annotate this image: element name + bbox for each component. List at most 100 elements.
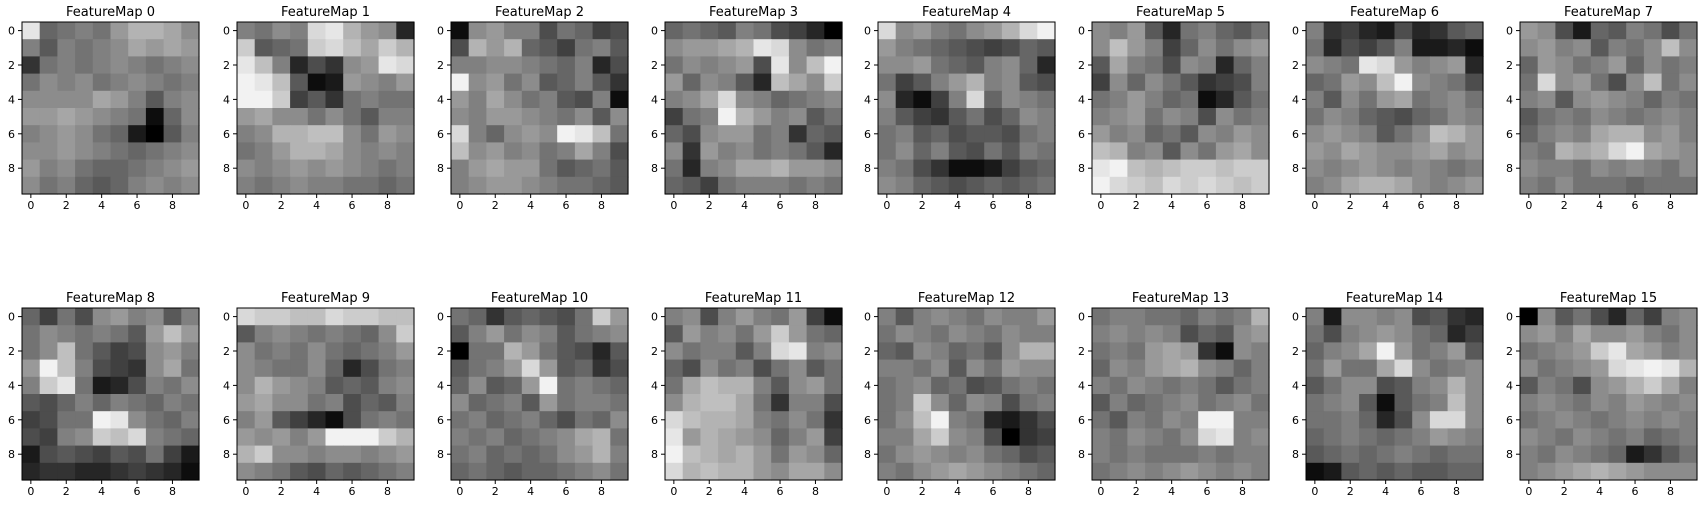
heatmap-cell — [1092, 22, 1111, 40]
heatmap-cell — [1520, 108, 1539, 126]
heatmap-cell — [1198, 108, 1217, 126]
heatmap-cell — [325, 376, 344, 395]
heatmap-cell — [1626, 73, 1645, 92]
heatmap-cell — [1643, 359, 1663, 378]
heatmap-cell — [895, 22, 914, 40]
heatmap-cell — [110, 462, 129, 481]
heatmap-cell — [1019, 142, 1038, 161]
heatmap-cell — [1447, 411, 1466, 429]
panel-title: FeatureMap 3 — [709, 5, 798, 20]
heatmap-cell — [878, 159, 897, 178]
heatmap-cell — [966, 22, 985, 40]
heatmap-cell — [468, 376, 487, 395]
heatmap-cell — [948, 90, 968, 109]
heatmap-cell — [22, 411, 41, 429]
heatmap-cell — [557, 176, 576, 195]
panel-title: FeatureMap 6 — [1350, 5, 1439, 20]
heatmap-cell — [75, 22, 94, 40]
heatmap-cell — [1109, 325, 1128, 343]
heatmap-cell — [1306, 342, 1325, 361]
heatmap-cell — [1359, 176, 1378, 195]
heatmap-cell — [539, 359, 558, 378]
heatmap-cell — [57, 445, 76, 464]
heatmap-cell — [307, 376, 327, 395]
heatmap-cell — [895, 359, 914, 378]
heatmap-cell — [1465, 22, 1484, 40]
heatmap-cell — [1679, 56, 1698, 75]
heatmap-cell — [610, 359, 629, 378]
heatmap-cell — [272, 411, 291, 429]
heatmap-cell — [1001, 39, 1021, 57]
heatmap-cell — [1520, 125, 1539, 143]
heatmap-cell — [1019, 308, 1038, 326]
y-tick-label: 8 — [1292, 162, 1299, 175]
heatmap-cell — [1412, 445, 1431, 464]
heatmap-cell — [1037, 462, 1056, 481]
heatmap-cell — [878, 411, 897, 429]
heatmap-cell — [1109, 308, 1128, 326]
heatmap-cell — [878, 56, 897, 75]
heatmap-cell — [1233, 73, 1252, 92]
heatmap-cell — [700, 445, 719, 464]
heatmap-cell — [895, 394, 914, 412]
heatmap-cell — [1537, 359, 1556, 378]
y-tick-label: 0 — [223, 311, 230, 324]
heatmap-cell — [1198, 176, 1217, 195]
heatmap-cell — [1429, 411, 1449, 429]
heatmap-cell — [486, 411, 505, 429]
x-tick-label: 2 — [1347, 485, 1354, 498]
heatmap-cell — [1573, 462, 1592, 481]
heatmap-cell — [468, 22, 487, 40]
heatmap-cell — [378, 176, 397, 195]
heatmap-cell — [92, 394, 112, 412]
y-tick-label: 8 — [1506, 162, 1513, 175]
y-tick-label: 2 — [1078, 345, 1085, 358]
heatmap-cell — [1323, 359, 1342, 378]
heatmap-cell — [984, 376, 1003, 395]
y-tick-label: 4 — [1506, 93, 1513, 106]
heatmap-cell — [753, 342, 772, 361]
heatmap-cell — [290, 108, 309, 126]
heatmap-cell — [895, 125, 914, 143]
heatmap-cell — [504, 56, 523, 75]
heatmap-cell — [1412, 73, 1431, 92]
heatmap-cell — [1429, 22, 1449, 40]
heatmap-cell — [75, 376, 94, 395]
x-tick-label: 8 — [598, 199, 605, 212]
heatmap-cell — [504, 394, 523, 412]
heatmap-cell — [521, 394, 541, 412]
heatmap-cell — [1198, 56, 1217, 75]
heatmap-cell — [1359, 142, 1378, 161]
heatmap-cell — [1679, 359, 1698, 378]
heatmap-cell — [486, 445, 505, 464]
heatmap-cell — [1001, 159, 1021, 178]
heatmap-cell — [110, 342, 129, 361]
heatmap-cell — [1447, 445, 1466, 464]
heatmap-cell — [610, 445, 629, 464]
panel-title: FeatureMap 1 — [281, 5, 370, 20]
heatmap-cell — [254, 176, 273, 195]
heatmap-cell — [1037, 108, 1056, 126]
heatmap-cell — [539, 142, 558, 161]
heatmap-cell — [1092, 462, 1111, 481]
y-tick-label: 0 — [1506, 25, 1513, 38]
heatmap-cell — [1180, 22, 1199, 40]
heatmap-cell — [1001, 73, 1021, 92]
heatmap-cell — [931, 22, 950, 40]
heatmap-cell — [665, 73, 684, 92]
heatmap-cell — [92, 342, 112, 361]
heatmap-cell — [610, 108, 629, 126]
heatmap-cell — [1180, 142, 1199, 161]
heatmap-cell — [181, 394, 200, 412]
heatmap-cell — [557, 90, 576, 109]
heatmap-cell — [1109, 176, 1128, 195]
heatmap-cell — [1127, 376, 1146, 395]
heatmap-cell — [163, 108, 182, 126]
heatmap-cell — [574, 125, 594, 143]
heatmap-cell — [1590, 176, 1610, 195]
heatmap-cell — [1643, 394, 1663, 412]
heatmap-cell — [1341, 394, 1360, 412]
heatmap-cell — [451, 342, 470, 361]
